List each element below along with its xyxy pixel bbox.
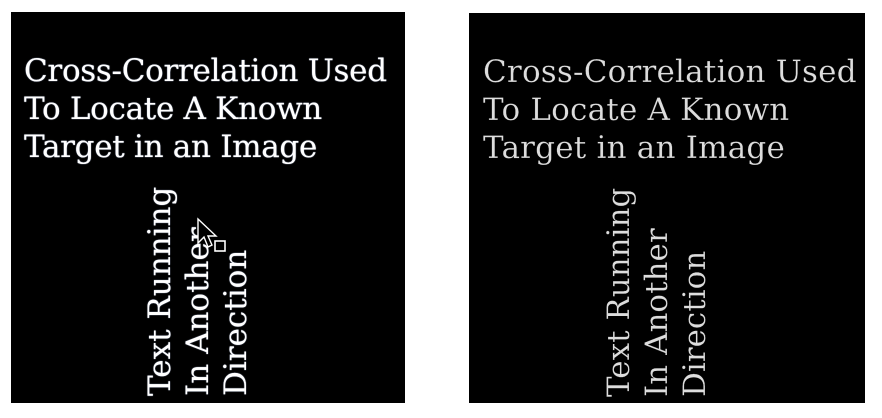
vertical-line-2: In Another: [639, 228, 675, 397]
arrow-cursor-with-box-icon: [197, 217, 226, 252]
horizontal-text-block: Cross-Correlation Used To Locate A Known…: [24, 52, 387, 166]
title-line-1: Cross-Correlation Used: [24, 53, 387, 89]
original-image-panel: Cross-Correlation Used To Locate A Known…: [11, 12, 405, 403]
title-line-1: Cross-Correlation Used: [483, 54, 857, 90]
title-line-2: To Locate A Known: [483, 92, 790, 128]
title-line-2: To Locate A Known: [24, 91, 322, 127]
horizontal-text-block-result: Cross-Correlation Used To Locate A Known…: [483, 53, 857, 167]
correlation-result-panel: Cross-Correlation Used To Locate A Known…: [469, 13, 865, 403]
vertical-text-block-result: Text Running In Another Direction: [600, 187, 714, 398]
vertical-line-1: Text Running: [142, 186, 178, 396]
vertical-line-3: Direction: [677, 250, 713, 397]
title-line-3: Target in an Image: [24, 129, 318, 165]
title-line-3: Target in an Image: [483, 130, 786, 166]
vertical-line-1: Text Running: [601, 187, 637, 398]
